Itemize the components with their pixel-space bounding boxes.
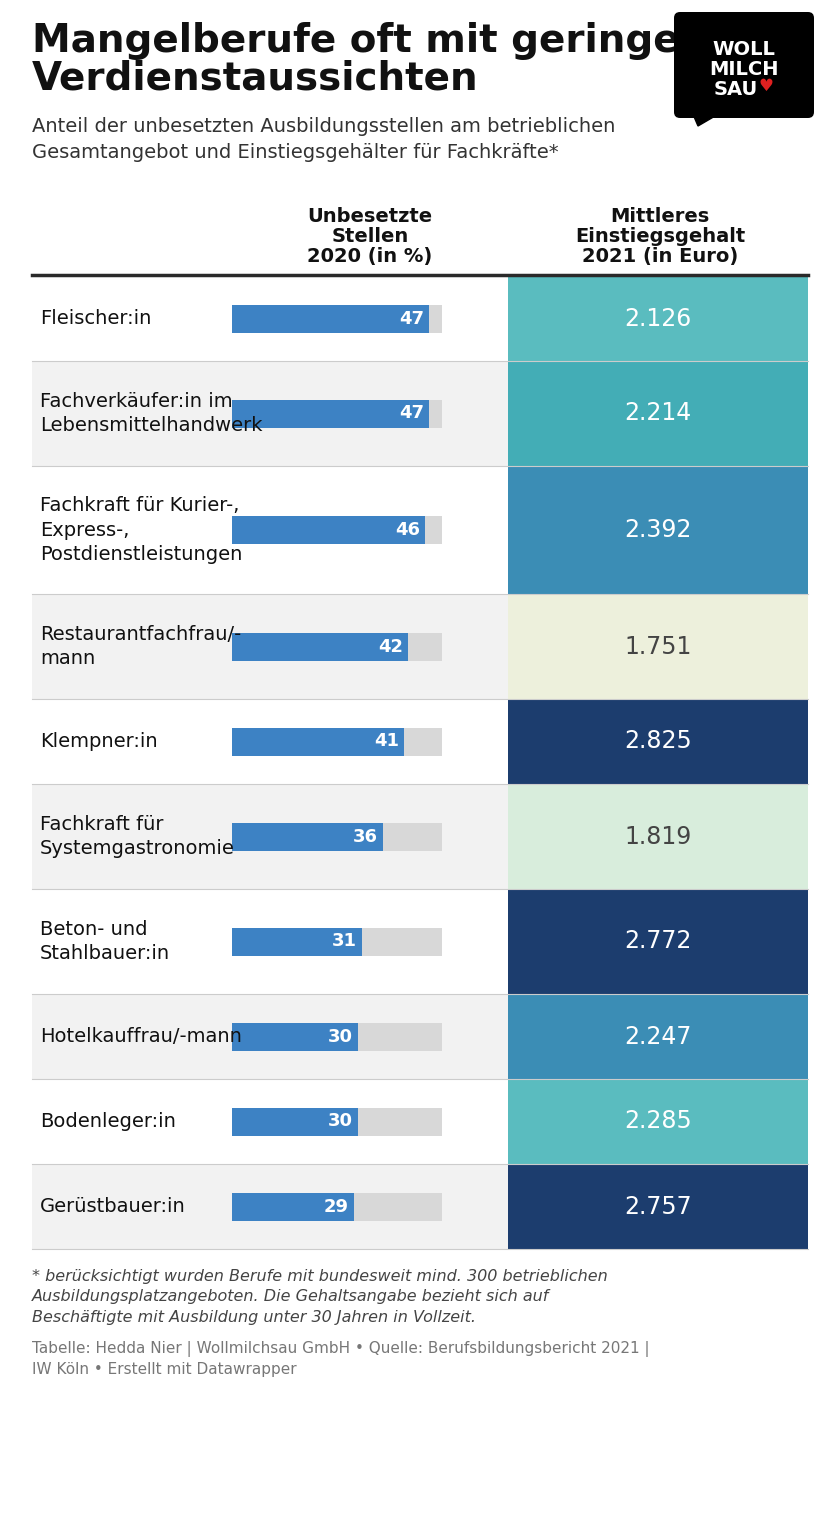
Bar [32, 361, 508, 466]
Bar [232, 1108, 358, 1135]
Bar [32, 277, 508, 361]
Text: 2.126: 2.126 [624, 307, 691, 330]
Bar [32, 784, 508, 889]
Bar [232, 516, 442, 544]
Bar [232, 1022, 358, 1051]
Text: 1.819: 1.819 [624, 825, 691, 848]
Bar [232, 633, 408, 660]
Bar [508, 466, 808, 594]
Text: Mittleres: Mittleres [611, 206, 710, 226]
Bar [232, 399, 429, 428]
Bar [232, 1022, 442, 1051]
Text: Unbesetzte: Unbesetzte [307, 206, 433, 226]
Text: Fachkraft für Kurier-,
Express-,
Postdienstleistungen: Fachkraft für Kurier-, Express-, Postdie… [40, 497, 243, 564]
Text: Mangelberufe oft mit geringen: Mangelberufe oft mit geringen [32, 21, 707, 60]
Text: Bodenleger:in: Bodenleger:in [40, 1112, 176, 1131]
Bar [232, 822, 383, 851]
Text: Klempner:in: Klempner:in [40, 732, 158, 750]
Text: 29: 29 [323, 1198, 349, 1215]
Text: 42: 42 [378, 637, 403, 656]
Text: MILCH: MILCH [709, 60, 779, 79]
Bar [508, 1079, 808, 1164]
Text: 2021 (in Euro): 2021 (in Euro) [582, 248, 738, 266]
Bar [232, 399, 442, 428]
Text: Verdienstaussichten: Verdienstaussichten [32, 60, 479, 98]
Bar [508, 698, 808, 784]
Text: ♥: ♥ [759, 76, 774, 95]
Bar [508, 594, 808, 698]
Bar [508, 361, 808, 466]
Text: Beton- und
Stahlbauer:in: Beton- und Stahlbauer:in [40, 920, 171, 963]
Text: * berücksichtigt wurden Berufe mit bundesweit mind. 300 betrieblichen
Ausbildung: * berücksichtigt wurden Berufe mit bunde… [32, 1268, 608, 1325]
Text: 2.285: 2.285 [624, 1109, 692, 1134]
Text: Stellen: Stellen [331, 228, 408, 246]
Bar [232, 1192, 442, 1221]
Text: Einstiegsgehalt: Einstiegsgehalt [575, 228, 745, 246]
Bar [508, 784, 808, 889]
Text: 2.392: 2.392 [624, 518, 691, 542]
FancyBboxPatch shape [674, 12, 814, 118]
Text: SAU: SAU [714, 79, 759, 99]
Text: 2.825: 2.825 [624, 729, 692, 753]
Text: Hotelkauffrau/-mann: Hotelkauffrau/-mann [40, 1027, 242, 1047]
Text: Anteil der unbesetzten Ausbildungsstellen am betrieblichen
Gesamtangebot und Ein: Anteil der unbesetzten Ausbildungsstelle… [32, 118, 616, 162]
Bar [232, 516, 425, 544]
Bar [232, 727, 442, 755]
Text: Restaurantfachfrau/-
mann: Restaurantfachfrau/- mann [40, 625, 241, 668]
Bar [508, 995, 808, 1079]
Bar [232, 1108, 442, 1135]
Text: 31: 31 [332, 932, 357, 950]
Text: 2020 (in %): 2020 (in %) [307, 248, 433, 266]
Text: 2.214: 2.214 [624, 402, 691, 425]
Text: 36: 36 [353, 828, 378, 845]
Bar [232, 304, 429, 333]
Text: 47: 47 [399, 310, 424, 327]
Text: Fachkraft für
Systemgastronomie: Fachkraft für Systemgastronomie [40, 814, 235, 859]
Bar [232, 727, 404, 755]
Bar [32, 698, 508, 784]
Bar [232, 927, 362, 955]
Text: 2.757: 2.757 [624, 1195, 692, 1218]
Bar [32, 995, 508, 1079]
Text: 2.247: 2.247 [624, 1024, 691, 1048]
Text: 2.772: 2.772 [624, 929, 691, 953]
Bar [32, 1079, 508, 1164]
Bar [508, 1164, 808, 1248]
Bar [508, 889, 808, 995]
Bar [32, 466, 508, 594]
Polygon shape [692, 112, 722, 125]
Text: 46: 46 [395, 521, 420, 539]
Text: Gerüstbauer:in: Gerüstbauer:in [40, 1196, 186, 1216]
Text: 1.751: 1.751 [624, 634, 691, 659]
Bar [232, 633, 442, 660]
Text: Tabelle: Hedda Nier | Wollmilchsau GmbH • Quelle: Berufsbildungsbericht 2021 |
I: Tabelle: Hedda Nier | Wollmilchsau GmbH … [32, 1342, 649, 1377]
Bar [232, 822, 442, 851]
Bar [232, 304, 442, 333]
Text: 30: 30 [328, 1112, 353, 1131]
Bar [32, 889, 508, 995]
Bar [32, 594, 508, 698]
Bar [508, 277, 808, 361]
Bar [232, 1192, 354, 1221]
Text: 30: 30 [328, 1027, 353, 1045]
Bar [32, 1164, 508, 1248]
Bar [232, 927, 442, 955]
Text: 47: 47 [399, 405, 424, 423]
Text: WOLL: WOLL [712, 40, 775, 60]
Text: 41: 41 [374, 732, 399, 750]
Text: Fachverkäufer:in im
Lebensmittelhandwerk: Fachverkäufer:in im Lebensmittelhandwerk [40, 391, 263, 435]
Text: Fleischer:in: Fleischer:in [40, 309, 151, 329]
